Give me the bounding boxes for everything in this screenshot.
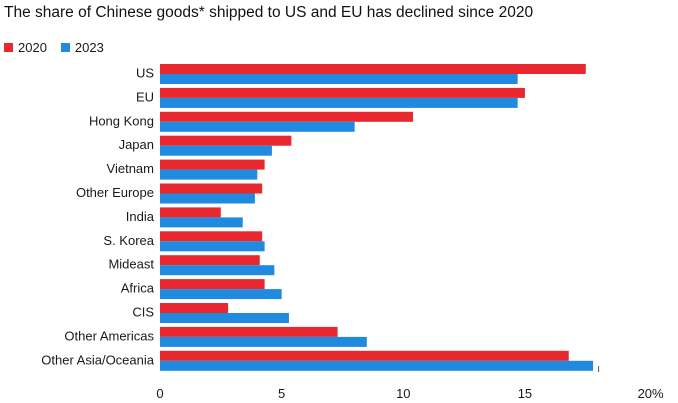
category-label: Africa bbox=[121, 281, 155, 296]
legend-label-2020: 2020 bbox=[18, 40, 47, 55]
bar-2020-africa bbox=[160, 279, 265, 290]
bar-2020-other-europe bbox=[160, 183, 263, 194]
legend-swatch-2020 bbox=[4, 43, 13, 52]
bar-2020-other-asia-oceania bbox=[160, 350, 569, 361]
x-tick-label: 10 bbox=[396, 386, 410, 401]
category-label: India bbox=[126, 209, 155, 224]
legend-item-2020: 2020 bbox=[4, 40, 47, 55]
category-label: CIS bbox=[132, 305, 154, 320]
x-tick-label: 5 bbox=[278, 386, 285, 401]
bar-2020-hong-kong bbox=[160, 111, 414, 122]
bar-2023-africa bbox=[160, 289, 282, 300]
legend-item-2023: 2023 bbox=[60, 40, 104, 55]
category-label: Other Americas bbox=[64, 328, 154, 343]
bar-2023-eu bbox=[160, 97, 518, 108]
bar-2020-s-korea bbox=[160, 231, 263, 242]
category-label: S. Korea bbox=[103, 233, 154, 248]
bar-2023-other-americas bbox=[160, 336, 367, 347]
bar-2020-vietnam bbox=[160, 159, 265, 170]
legend-swatch-2023 bbox=[60, 43, 70, 52]
x-tick-label: 15 bbox=[518, 386, 532, 401]
bar-2020-cis bbox=[160, 303, 229, 313]
category-label: Other Asia/Oceania bbox=[41, 352, 154, 367]
category-label: Mideast bbox=[108, 257, 154, 272]
bar-2023-us bbox=[160, 74, 518, 84]
x-tick-label: 20% bbox=[638, 386, 664, 401]
bar-2023-mideast bbox=[160, 265, 275, 276]
category-label: Vietnam bbox=[107, 161, 154, 176]
legend-label-2023: 2023 bbox=[74, 40, 104, 55]
category-label: EU bbox=[136, 89, 154, 104]
bar-2023-india bbox=[160, 217, 243, 228]
bar-2020-japan bbox=[160, 135, 292, 146]
bar-2023-other-asia-oceania bbox=[160, 360, 594, 371]
bar-2020-india bbox=[160, 207, 221, 218]
chart-title: The share of Chinese goods* shipped to U… bbox=[4, 4, 534, 21]
bar-2020-us bbox=[160, 64, 586, 74]
x-tick-label: 0 bbox=[156, 386, 163, 401]
category-label: Other Europe bbox=[76, 185, 154, 200]
bar-2020-mideast bbox=[160, 255, 260, 266]
bar-2020-eu bbox=[160, 87, 525, 98]
bar-2023-s-korea bbox=[160, 241, 265, 252]
bar-2023-cis bbox=[160, 313, 289, 323]
bar-2023-vietnam bbox=[160, 169, 258, 180]
bar-2020-other-americas bbox=[160, 326, 338, 337]
bar-2023-other-europe bbox=[160, 193, 255, 204]
category-label: Hong Kong bbox=[89, 113, 154, 128]
bar-2023-japan bbox=[160, 145, 272, 156]
legend: 2020 2023 bbox=[4, 40, 118, 55]
bar-2023-hong-kong bbox=[160, 121, 355, 132]
category-label: US bbox=[136, 66, 154, 81]
category-label: Japan bbox=[119, 137, 154, 152]
